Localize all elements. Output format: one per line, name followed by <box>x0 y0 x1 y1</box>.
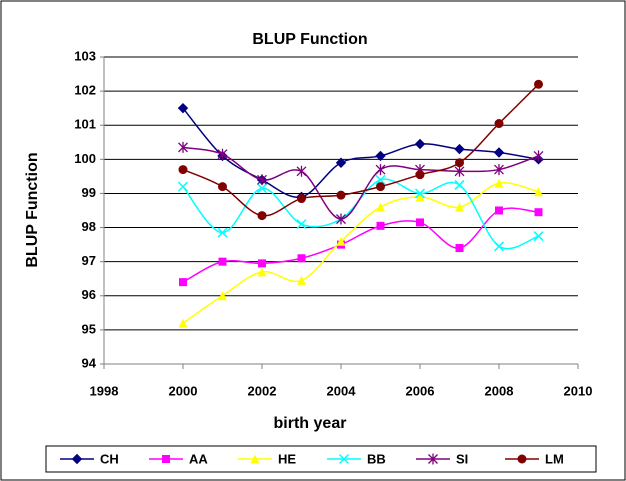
marker <box>257 211 267 221</box>
x-tick-label: 2002 <box>248 383 277 398</box>
marker <box>454 165 465 177</box>
y-axis-label: BLUP Function <box>24 152 41 267</box>
series-line <box>182 83 540 217</box>
x-tick-label: 2004 <box>327 383 357 398</box>
marker <box>256 183 268 194</box>
y-tick-label: 99 <box>82 185 96 200</box>
marker <box>454 179 465 190</box>
marker <box>336 236 346 246</box>
x-axis-label: birth year <box>274 415 347 432</box>
marker <box>376 202 385 212</box>
marker <box>336 213 346 225</box>
marker <box>375 150 386 162</box>
y-tick-label: 95 <box>82 321 96 336</box>
y-tick-label: 96 <box>82 287 96 302</box>
marker <box>257 267 267 277</box>
marker <box>218 257 227 266</box>
marker <box>533 231 544 242</box>
marker <box>375 174 386 185</box>
legend-label: SI <box>456 451 468 466</box>
y-tick-label: 98 <box>82 219 96 234</box>
marker <box>428 453 438 465</box>
marker <box>178 165 188 175</box>
legend-label: HE <box>278 451 296 466</box>
marker <box>218 291 227 301</box>
marker <box>178 318 188 328</box>
legend <box>45 445 597 473</box>
series-line <box>182 107 539 198</box>
marker <box>258 259 266 268</box>
marker <box>217 227 228 238</box>
series-line <box>182 207 539 283</box>
y-tick-label: 103 <box>74 48 96 63</box>
x-tick-label: 2006 <box>406 383 435 398</box>
marker <box>217 148 228 160</box>
marker <box>297 254 306 263</box>
marker <box>296 219 307 230</box>
marker <box>250 454 260 464</box>
marker <box>179 278 187 287</box>
marker <box>494 164 504 176</box>
marker <box>534 208 543 217</box>
marker <box>455 158 464 168</box>
x-tick-label: 2000 <box>169 383 198 398</box>
marker <box>414 138 426 150</box>
marker <box>534 187 543 197</box>
legend-label: LM <box>545 451 564 466</box>
marker <box>415 170 425 180</box>
marker <box>177 102 189 114</box>
marker <box>455 202 464 212</box>
marker <box>376 182 385 192</box>
marker <box>296 165 307 177</box>
y-tick-label: 102 <box>74 83 96 98</box>
marker <box>257 174 267 186</box>
marker <box>71 453 83 465</box>
marker <box>415 192 425 202</box>
marker <box>336 190 346 200</box>
marker <box>455 244 464 253</box>
y-tick-label: 101 <box>74 117 96 132</box>
marker <box>338 453 350 465</box>
legend-label: BB <box>367 451 386 466</box>
marker <box>517 454 527 464</box>
marker <box>494 119 504 129</box>
marker <box>375 164 386 176</box>
marker <box>493 147 505 158</box>
marker <box>178 141 188 153</box>
marker <box>162 455 170 463</box>
x-tick-label: 2008 <box>485 383 514 398</box>
legend-label: AA <box>189 451 208 466</box>
chart-title: BLUP Function <box>252 31 367 48</box>
x-tick-label: 1998 <box>90 383 119 398</box>
series-line <box>182 182 539 324</box>
marker <box>493 241 505 252</box>
y-tick-label: 97 <box>82 253 96 268</box>
x-tick-label: 2010 <box>564 383 593 398</box>
marker <box>218 182 227 192</box>
y-tick-label: 94 <box>82 355 97 370</box>
marker <box>297 194 306 204</box>
legend-label: CH <box>100 451 119 466</box>
marker <box>376 221 385 230</box>
marker <box>414 188 426 199</box>
y-tick-label: 100 <box>74 151 96 166</box>
marker <box>494 178 504 188</box>
marker <box>534 79 543 89</box>
marker <box>297 275 306 285</box>
marker <box>335 157 347 168</box>
marker <box>533 150 544 162</box>
marker <box>416 218 424 227</box>
series-line <box>182 146 539 220</box>
marker <box>495 206 503 215</box>
marker <box>177 181 189 192</box>
marker <box>454 143 465 155</box>
